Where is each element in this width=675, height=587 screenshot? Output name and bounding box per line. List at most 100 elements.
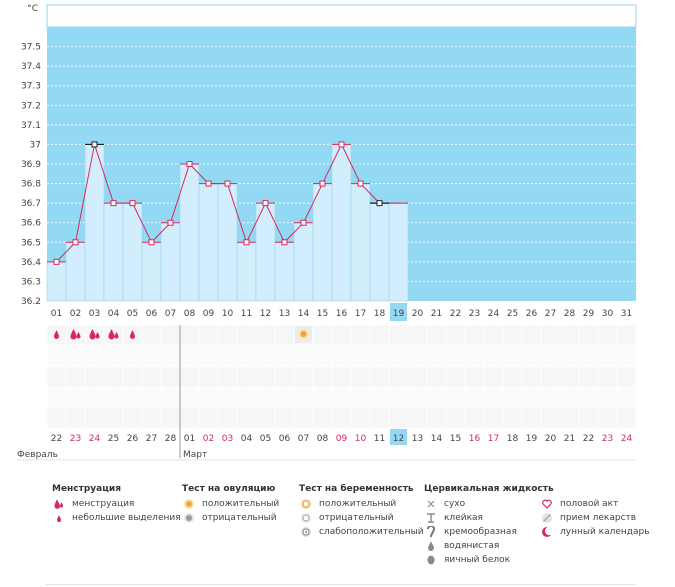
symbol-cell [598, 366, 617, 387]
calendar-date: 24 [89, 434, 101, 444]
y-tick-label: 37.1 [21, 121, 41, 131]
ovulation-positive-icon [295, 326, 312, 343]
x-tick-label: 14 [298, 309, 310, 319]
legend-row: клейкая [424, 511, 554, 525]
symbol-cell [237, 366, 256, 387]
data-point [319, 180, 326, 187]
symbol-cell [503, 366, 522, 387]
symbol-cell [560, 346, 579, 366]
symbol-cell [503, 387, 522, 407]
symbol-cell [351, 407, 370, 428]
x-tick-label: 01 [51, 309, 62, 319]
egg-white-icon [424, 553, 438, 567]
x-tick-label: 19 [393, 309, 405, 319]
symbol-cell [465, 387, 484, 407]
symbol-cell [104, 346, 123, 366]
x-tick-label: 07 [165, 309, 176, 319]
symbol-cell [446, 407, 465, 428]
y-tick-label: 36.8 [21, 180, 41, 190]
symbol-cell [522, 346, 541, 366]
bar [369, 202, 390, 302]
legend-item: положительный [202, 499, 280, 509]
symbol-cell [294, 366, 313, 387]
bar [350, 183, 371, 302]
legend-item: лунный календарь [560, 527, 650, 537]
symbol-cell [85, 387, 104, 407]
data-point [205, 180, 212, 187]
symbol-cell [522, 325, 541, 346]
symbol-cell [332, 407, 351, 428]
dry-icon [424, 497, 438, 511]
symbol-cell [199, 387, 218, 407]
calendar-date: 03 [222, 434, 233, 444]
y-tick-label: 37.5 [21, 43, 41, 53]
legend-item: прием лекарств [560, 513, 637, 523]
symbol-cell [313, 366, 332, 387]
menstruation-drop-icon [89, 329, 100, 340]
bar [293, 222, 314, 302]
data-point [167, 219, 174, 226]
y-tick-label: 36.6 [21, 219, 41, 229]
symbol-cell [104, 407, 123, 428]
symbol-cell [408, 366, 427, 387]
symbol-cell [218, 387, 237, 407]
legend-cervical: Цервикальная жидкость сухо клейкая кремо… [424, 482, 554, 567]
data-point [129, 200, 136, 207]
symbol-cell [313, 325, 332, 346]
symbol-cell [465, 325, 484, 346]
calendar-date: 09 [336, 434, 348, 444]
symbol-cell [465, 407, 484, 428]
x-tick-label: 13 [279, 309, 290, 319]
legend-ovulation: Тест на овуляцию положительный отрицател… [182, 482, 279, 525]
calendar-date: 08 [317, 434, 329, 444]
symbol-cell [237, 325, 256, 346]
data-point [148, 239, 155, 246]
symbol-cell [313, 407, 332, 428]
x-tick-label: 26 [526, 309, 538, 319]
symbol-cell [541, 325, 560, 346]
symbol-cell [351, 325, 370, 346]
bar [274, 241, 295, 302]
drop-big-icon [52, 497, 66, 511]
symbol-cell [522, 407, 541, 428]
bar [84, 144, 105, 302]
calendar-date: 16 [469, 434, 481, 444]
symbol-cell [66, 366, 85, 387]
symbol-cell [541, 366, 560, 387]
x-tick-label: 04 [108, 309, 120, 319]
symbol-cell [427, 346, 446, 366]
symbol-cell [598, 387, 617, 407]
y-tick-label: 37.4 [21, 62, 41, 72]
pregnancy-negative-icon [299, 511, 313, 525]
symbol-cell [503, 325, 522, 346]
bar [160, 222, 181, 302]
symbol-cell [617, 407, 636, 428]
symbol-cell [560, 325, 579, 346]
symbol-cell [484, 366, 503, 387]
legend-menstruation: Менструация менструация небольшие выделе… [52, 482, 181, 525]
symbol-cell [275, 387, 294, 407]
symbol-cell [294, 346, 313, 366]
month-label-february: Февраль [17, 450, 58, 460]
calendar-date: 15 [450, 434, 461, 444]
symbol-cell [484, 407, 503, 428]
symbol-cell [256, 346, 275, 366]
symbol-cell [408, 407, 427, 428]
symbol-cell [617, 387, 636, 407]
data-point [300, 219, 307, 226]
symbol-cell [275, 325, 294, 346]
symbol-cell [484, 346, 503, 366]
calendar-date: 17 [488, 434, 499, 444]
symbol-cell [142, 387, 161, 407]
menstruation-drop-icon [70, 329, 81, 340]
symbol-cell [351, 366, 370, 387]
symbol-cell [161, 407, 180, 428]
month-label-march: Март [183, 450, 207, 460]
symbol-cell [389, 407, 408, 428]
symbol-cell [275, 366, 294, 387]
x-tick-label: 20 [412, 309, 424, 319]
menstruation-drop-icon [54, 330, 59, 339]
plot-top-band [46, 4, 637, 28]
calendar-date: 20 [545, 434, 557, 444]
symbol-cell [256, 325, 275, 346]
